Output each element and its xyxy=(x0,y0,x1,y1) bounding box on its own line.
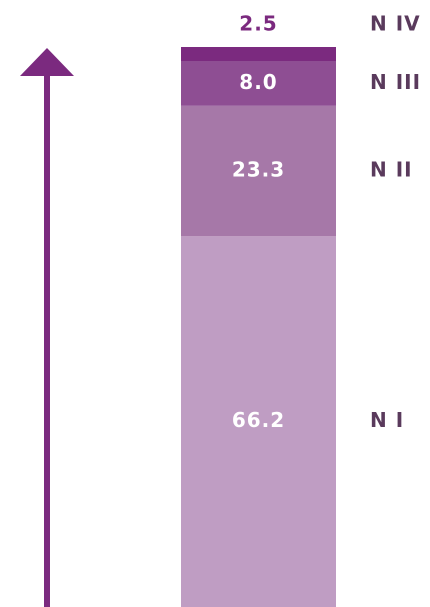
arrow xyxy=(20,48,74,607)
value-label: 23.3 xyxy=(232,158,285,182)
legend-label: N III xyxy=(370,70,421,94)
legend-label: N I xyxy=(370,408,404,432)
bar-segment xyxy=(181,105,336,237)
value-label: 66.2 xyxy=(232,408,285,432)
value-label: 8.0 xyxy=(239,70,277,94)
value-label: 2.5 xyxy=(239,12,277,36)
legend-label: N IV xyxy=(370,12,421,36)
legend-label: N II xyxy=(370,158,413,182)
bar-segment xyxy=(181,61,336,106)
arrow-shaft xyxy=(44,74,50,607)
bar-segment xyxy=(181,47,336,61)
arrow-head xyxy=(20,48,74,76)
bar-segment xyxy=(181,236,336,607)
